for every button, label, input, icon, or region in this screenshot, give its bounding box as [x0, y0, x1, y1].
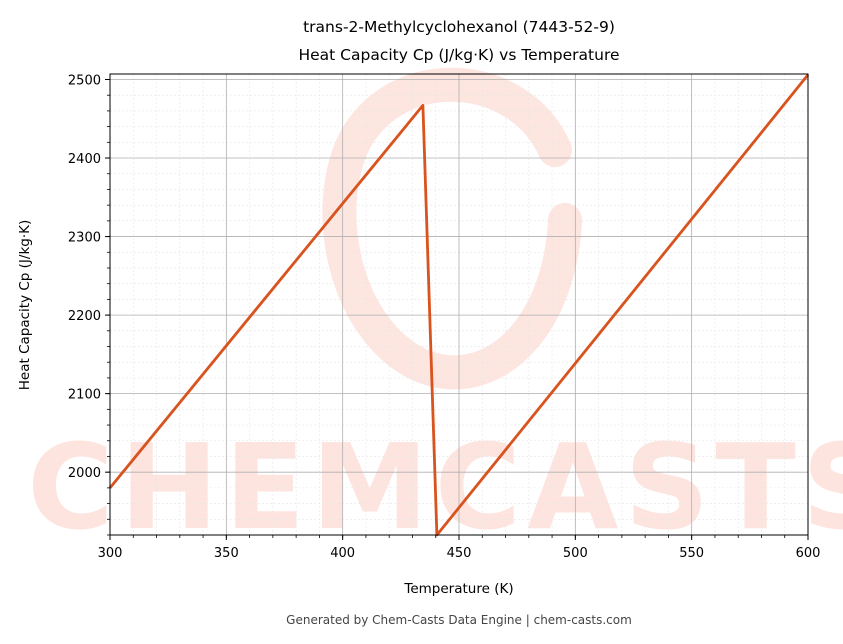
x-axis-ticks: 300 350 400 450 500 550 600 [98, 535, 821, 561]
y-tick-label: 2200 [68, 309, 101, 324]
y-tick-label: 2000 [68, 466, 101, 481]
y-tick-label: 2500 [68, 73, 101, 88]
series-line-0 [108, 73, 810, 537]
x-tick-label: 350 [214, 546, 239, 561]
chart-subtitle: Heat Capacity Cp (J/kg·K) vs Temperature [298, 46, 619, 64]
y-tick-label: 2300 [68, 231, 101, 246]
footer-credit: Generated by Chem-Casts Data Engine | ch… [286, 613, 632, 627]
x-tick-label: 450 [447, 546, 472, 561]
x-tick-label: 300 [98, 546, 123, 561]
y-tick-label: 2100 [68, 388, 101, 403]
y-axis-label: Heat Capacity Cp (J/kg·K) [17, 220, 33, 390]
watermark-swirl [322, 67, 582, 390]
x-tick-label: 600 [796, 546, 821, 561]
x-tick-label: 550 [679, 546, 704, 561]
chart-title: trans-2-Methylcyclohexanol (7443-52-9) [303, 18, 615, 36]
x-axis-label: Temperature (K) [403, 581, 513, 597]
y-axis-ticks: 2000 2100 2200 2300 2400 2500 [68, 73, 110, 536]
x-tick-label: 400 [330, 546, 355, 561]
y-tick-label: 2400 [68, 152, 101, 167]
series-layer [108, 73, 810, 537]
x-tick-label: 500 [563, 546, 588, 561]
